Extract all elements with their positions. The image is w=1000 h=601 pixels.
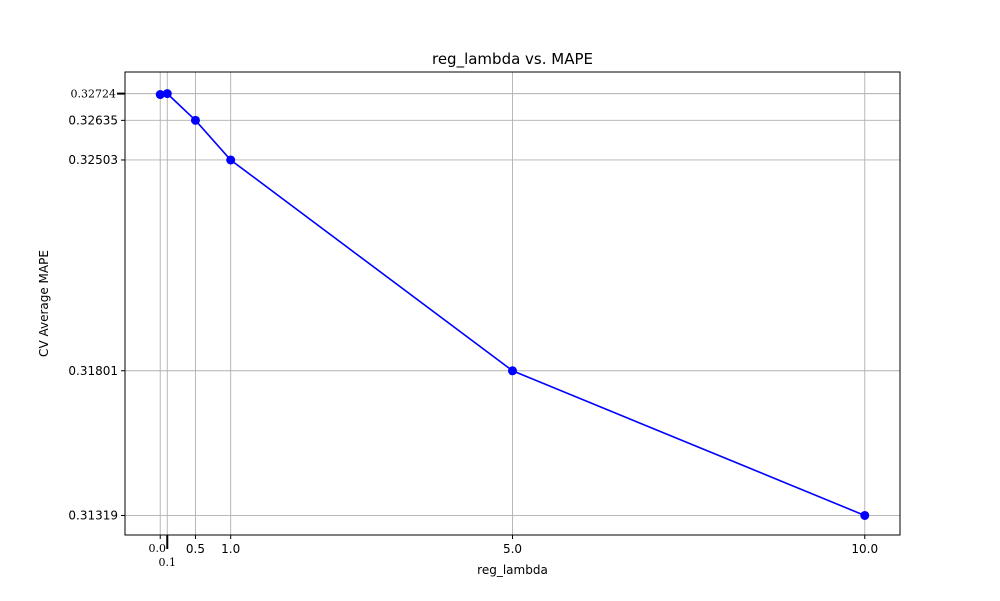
y-axis-ticks: 0.31319 0.31801 0.32503 0.32635 0.32724	[68, 88, 125, 522]
y-tick-label: 0.31319	[68, 508, 118, 522]
y-tick-label: 0.31801	[68, 364, 118, 378]
y-tick-label: 0.32724	[71, 88, 117, 101]
y-axis-label: CV Average MAPE	[37, 250, 51, 357]
data-point	[226, 155, 236, 165]
x-axis-ticks: 0.00.1 0.5 1.0 5.0 10.0	[148, 535, 878, 569]
x-tick-label: 5.0	[503, 542, 522, 556]
x-tick-label: 0.0	[148, 542, 166, 555]
y-tick-label: 0.32503	[68, 153, 118, 167]
chart-title: reg_lambda vs. MAPE	[432, 50, 593, 69]
x-tick-label: 0.5	[186, 542, 205, 556]
y-tick-label: 0.32635	[68, 113, 118, 127]
x-tick-label: 0.1	[159, 556, 177, 569]
data-point	[155, 90, 165, 100]
x-tick-label: 1.0	[221, 542, 240, 556]
data-point	[190, 115, 200, 125]
grid-lines	[125, 72, 900, 535]
data-point	[162, 89, 172, 99]
data-point	[860, 510, 870, 520]
series-layer	[155, 89, 870, 520]
x-axis-label: reg_lambda	[477, 563, 548, 577]
x-tick-label: 10.0	[851, 542, 878, 556]
data-point	[508, 366, 517, 376]
